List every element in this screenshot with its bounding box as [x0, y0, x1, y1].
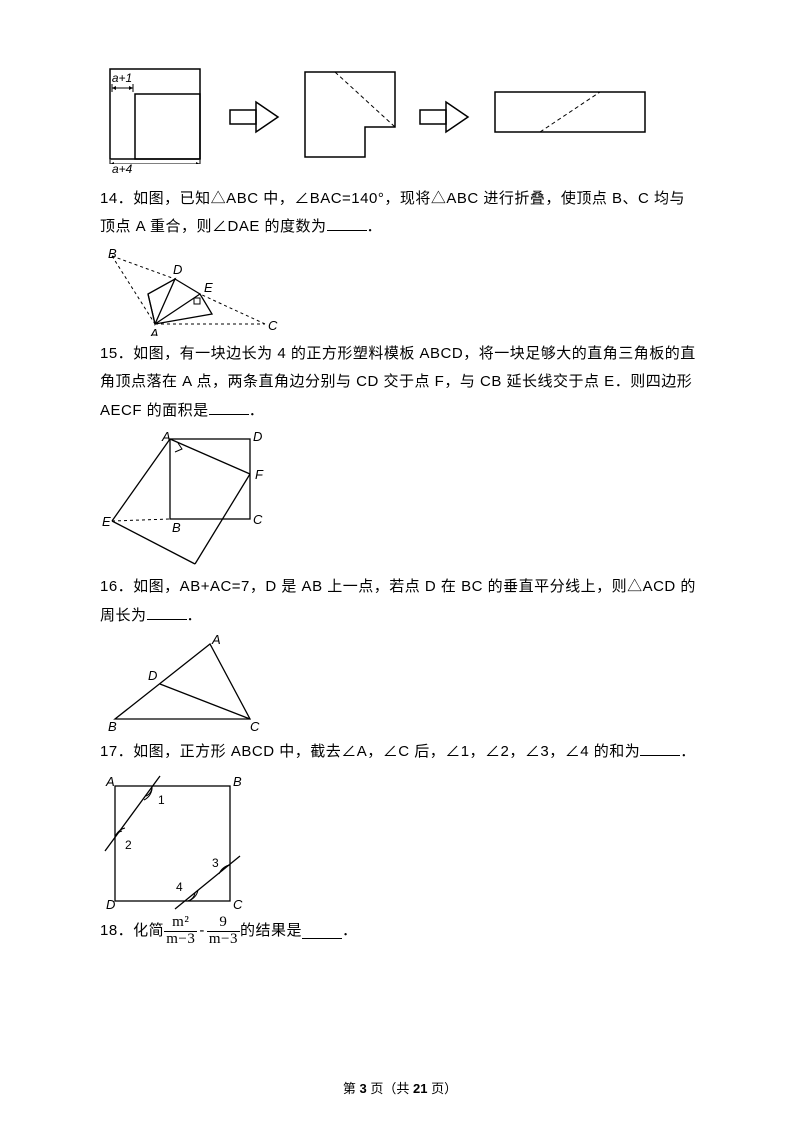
- svg-text:2: 2: [125, 838, 132, 852]
- q17-text: 17．如图，正方形 ABCD 中，截去∠A，∠C 后，∠1，∠2，∠3，∠4 的…: [100, 738, 700, 767]
- svg-text:3: 3: [212, 856, 219, 870]
- svg-text:B: B: [233, 774, 242, 789]
- footer-total: 21: [413, 1081, 427, 1096]
- figure-q13: a+1: [100, 64, 700, 181]
- q13-diagram: a+1: [100, 64, 660, 164]
- q14-text: 14．如图，已知△ABC 中，∠BAC=140°，现将△ABC 进行折叠，使顶点…: [100, 185, 700, 242]
- svg-text:F: F: [255, 467, 264, 482]
- svg-text:A: A: [149, 326, 159, 336]
- q17-period: ．: [680, 743, 696, 760]
- svg-text:D: D: [148, 668, 157, 683]
- footer-suffix: 页）: [427, 1081, 457, 1096]
- q16-period: ．: [187, 607, 203, 624]
- q18-frac1: m² m−3: [164, 915, 197, 948]
- q18-frac1-num: m²: [164, 915, 197, 932]
- q18-frac1-den: m−3: [164, 932, 197, 948]
- q18-text: 18．化简 m² m−3 - 9 m−3 的结果是 ．: [100, 915, 700, 948]
- svg-text:B: B: [108, 719, 117, 734]
- q18-mid: 的结果是: [240, 917, 302, 946]
- svg-text:A: A: [211, 634, 221, 647]
- svg-text:E: E: [204, 280, 213, 295]
- q15-text: 15．如图，有一块边长为 4 的正方形塑料模板 ABCD，将一块足够大的直角三角…: [100, 340, 700, 426]
- svg-text:E: E: [102, 514, 111, 529]
- q17-blank: [640, 741, 680, 756]
- svg-text:D: D: [173, 262, 182, 277]
- figure-q15: A D C B F E: [100, 429, 700, 569]
- q18-prefix: 18．化简: [100, 917, 164, 946]
- svg-text:A: A: [105, 774, 115, 789]
- figure-q14: B D E A C: [100, 246, 700, 336]
- q17-body: 17．如图，正方形 ABCD 中，截去∠A，∠C 后，∠1，∠2，∠3，∠4 的…: [100, 743, 640, 760]
- q18-blank: [302, 924, 342, 939]
- q15-blank: [209, 400, 249, 415]
- svg-text:1: 1: [158, 793, 165, 807]
- svg-text:C: C: [233, 897, 243, 911]
- q18-minus: -: [197, 917, 207, 946]
- q18-frac2-den: m−3: [207, 932, 240, 948]
- footer-prefix: 第: [343, 1081, 360, 1096]
- svg-text:A: A: [161, 429, 171, 444]
- q15-period: ．: [249, 402, 265, 419]
- svg-text:D: D: [106, 897, 115, 911]
- q16-text: 16．如图，AB+AC=7，D 是 AB 上一点，若点 D 在 BC 的垂直平分…: [100, 573, 700, 630]
- q18-frac2-num: 9: [207, 915, 240, 932]
- figure-q17: A B C D 1 2 3 4: [100, 771, 700, 911]
- svg-text:C: C: [268, 318, 278, 333]
- figure-q16: A D B C: [100, 634, 700, 734]
- svg-text:B: B: [172, 520, 181, 535]
- svg-text:C: C: [253, 512, 263, 527]
- svg-text:D: D: [253, 429, 262, 444]
- footer-mid: 页（共: [367, 1081, 413, 1096]
- svg-text:4: 4: [176, 880, 183, 894]
- q18-frac2: 9 m−3: [207, 915, 240, 948]
- q14-period: ．: [367, 218, 383, 235]
- q18-period: ．: [342, 917, 358, 946]
- q16-blank: [147, 605, 187, 620]
- svg-text:B: B: [108, 246, 117, 261]
- label-a1: a+1: [112, 71, 132, 85]
- svg-text:C: C: [250, 719, 260, 734]
- page-content: a+1: [100, 64, 700, 947]
- q14-body: 14．如图，已知△ABC 中，∠BAC=140°，现将△ABC 进行折叠，使顶点…: [100, 190, 685, 236]
- q15-body: 15．如图，有一块边长为 4 的正方形塑料模板 ABCD，将一块足够大的直角三角…: [100, 345, 696, 419]
- page-footer: 第 3 页（共 21 页）: [0, 1077, 800, 1102]
- q14-blank: [327, 216, 367, 231]
- footer-page: 3: [360, 1081, 367, 1096]
